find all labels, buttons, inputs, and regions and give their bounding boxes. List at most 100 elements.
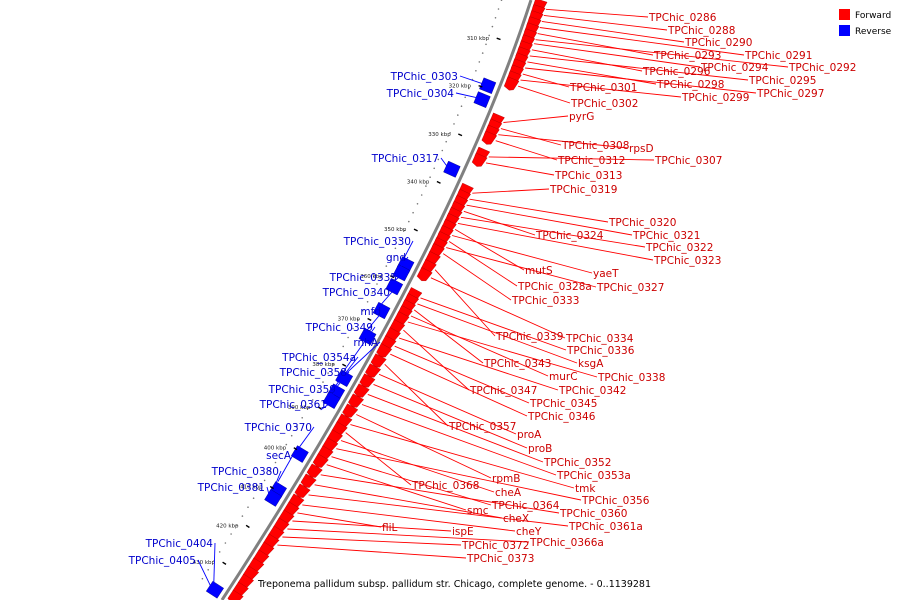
forward-gene-label[interactable]: TPChic_0353a: [556, 470, 631, 482]
forward-leader-line: [336, 448, 582, 501]
forward-gene-label[interactable]: TPChic_0302: [570, 98, 638, 110]
forward-gene-label[interactable]: TPChic_0293: [653, 50, 721, 62]
reverse-gene-label[interactable]: TPChic_0317: [371, 153, 439, 165]
forward-gene-label[interactable]: TPChic_0338: [597, 372, 665, 384]
forward-leader-line: [543, 14, 668, 31]
forward-gene-label[interactable]: pyrG: [569, 111, 594, 123]
forward-gene-label[interactable]: TPChic_0333: [511, 295, 579, 307]
forward-gene-label[interactable]: TPChic_0286: [648, 12, 717, 24]
forward-gene-label[interactable]: TPChic_0299: [681, 92, 749, 104]
forward-gene-label[interactable]: tmk: [575, 483, 596, 495]
guide-dot: [464, 96, 467, 99]
reverse-gene-label[interactable]: TPChic_0358: [279, 367, 347, 379]
forward-gene-label[interactable]: TPChic_0342: [558, 385, 626, 397]
reverse-gene-label[interactable]: TPChic_0380: [211, 466, 279, 478]
forward-gene-label[interactable]: cheY: [516, 526, 542, 538]
forward-gene-label[interactable]: ksgA: [578, 358, 604, 370]
forward-gene-label[interactable]: TPChic_0336: [566, 345, 635, 357]
forward-gene-label[interactable]: TPChic_0296: [642, 66, 711, 78]
tick-mark: [222, 561, 227, 565]
reverse-genes: [205, 77, 497, 599]
forward-gene-label[interactable]: TPChic_0368: [411, 480, 479, 492]
guide-dot: [263, 479, 266, 482]
forward-gene-label[interactable]: TPChic_0364: [491, 500, 560, 512]
forward-gene-label[interactable]: proA: [517, 429, 542, 441]
forward-gene-label[interactable]: TPChic_0356: [581, 495, 650, 507]
reverse-gene-label[interactable]: TPChic_0381: [197, 482, 265, 494]
forward-gene-label[interactable]: TPChic_0339: [495, 331, 563, 343]
forward-gene-label[interactable]: TPChic_0295: [748, 75, 816, 87]
forward-gene-label[interactable]: TPChic_0320: [608, 217, 676, 229]
reverse-gene-label[interactable]: mfd: [360, 306, 381, 318]
forward-gene-label[interactable]: TPChic_0366a: [529, 537, 604, 549]
forward-gene-label[interactable]: TPChic_0290: [684, 37, 752, 49]
reverse-gene-label[interactable]: gnd: [386, 252, 406, 264]
forward-gene-label[interactable]: TPChic_0288: [667, 25, 735, 37]
forward-gene-label[interactable]: TPChic_0357: [448, 421, 516, 433]
forward-gene-label[interactable]: TPChic_0324: [535, 230, 604, 242]
reverse-gene-label[interactable]: TPChic_0359: [268, 384, 336, 396]
forward-gene-label[interactable]: TPChic_0301: [569, 82, 637, 94]
forward-gene-label[interactable]: TPChic_0372: [461, 540, 529, 552]
forward-gene-label[interactable]: TPChic_0321: [632, 230, 700, 242]
forward-gene-label[interactable]: TPChic_0308: [561, 140, 629, 152]
reverse-gene-label[interactable]: TPChic_0340: [322, 287, 390, 299]
forward-gene-label[interactable]: proB: [528, 443, 552, 455]
forward-gene-label[interactable]: TPChic_0373: [466, 553, 534, 565]
forward-gene-label[interactable]: TPChic_0291: [744, 50, 812, 62]
forward-gene-label[interactable]: TPChic_0360: [559, 508, 627, 520]
reverse-gene-label[interactable]: TPChic_0335: [329, 272, 397, 284]
forward-gene-label[interactable]: TPChic_0312: [557, 155, 625, 167]
guide-dot: [478, 61, 481, 63]
forward-gene-label[interactable]: mutS: [525, 265, 553, 277]
reverse-gene-label[interactable]: TPChic_0303: [390, 71, 458, 83]
forward-gene-label[interactable]: fliL: [382, 522, 398, 534]
forward-gene-label[interactable]: smc: [467, 505, 489, 517]
forward-gene-label[interactable]: TPChic_0297: [756, 88, 824, 100]
forward-gene-label[interactable]: TPChic_0334: [565, 333, 634, 345]
forward-gene-label[interactable]: cheA: [495, 487, 522, 499]
forward-gene-label[interactable]: TPChic_0327: [596, 282, 664, 294]
forward-gene-label[interactable]: rpsD: [629, 143, 654, 155]
forward-gene-label[interactable]: TPChic_0294: [700, 62, 769, 74]
tick-mark: [367, 317, 372, 322]
reverse-gene-label[interactable]: TPChic_0330: [343, 236, 411, 248]
forward-gene-label[interactable]: TPChic_0347: [469, 385, 537, 397]
forward-gene-label[interactable]: TPChic_0328a: [517, 281, 592, 293]
forward-gene-label[interactable]: TPChic_0323: [653, 255, 721, 267]
reverse-gene-label[interactable]: TPChic_0354a: [281, 352, 356, 364]
reverse-leader-line: [197, 559, 212, 588]
forward-gene-label[interactable]: rpmB: [492, 473, 520, 485]
forward-gene-label[interactable]: cheX: [503, 513, 529, 525]
reverse-gene-label[interactable]: TPChic_0304: [386, 88, 455, 100]
forward-gene-label[interactable]: TPChic_0361a: [568, 521, 643, 533]
reverse-gene-label[interactable]: TPChic_0361: [259, 399, 327, 411]
forward-gene-label[interactable]: TPChic_0292: [788, 62, 856, 74]
guide-dot: [285, 443, 288, 446]
guide-dot: [441, 149, 444, 152]
forward-gene-label[interactable]: TPChic_0298: [656, 79, 724, 91]
forward-gene-label[interactable]: ispE: [452, 526, 474, 538]
forward-gene-label[interactable]: TPChic_0343: [483, 358, 551, 370]
reverse-gene-label[interactable]: TPChic_0404: [145, 538, 214, 550]
forward-gene-label[interactable]: yaeT: [593, 268, 619, 280]
reverse-gene-label[interactable]: TPChic_0370: [244, 422, 312, 434]
forward-gene-label[interactable]: TPChic_0345: [529, 398, 597, 410]
tick-mark: [389, 275, 395, 279]
forward-gene-label[interactable]: TPChic_0346: [527, 411, 596, 423]
forward-gene-label[interactable]: TPChic_0352: [543, 457, 611, 469]
forward-gene-label[interactable]: murC: [549, 371, 578, 383]
forward-gene-label[interactable]: TPChic_0313: [554, 170, 622, 182]
reverse-gene-label[interactable]: TPChic_0349: [305, 322, 373, 334]
forward-gene-label[interactable]: TPChic_0322: [645, 242, 713, 254]
forward-gene-label[interactable]: TPChic_0307: [654, 155, 722, 167]
reverse-gene-label[interactable]: secA: [266, 450, 292, 462]
forward-leader-line: [297, 512, 382, 528]
forward-gene-label[interactable]: TPChic_0319: [549, 184, 617, 196]
tick-mark: [413, 228, 418, 232]
guide-dot: [371, 292, 374, 294]
forward-leader-line: [345, 432, 412, 486]
reverse-gene-label[interactable]: rnhA: [353, 337, 378, 349]
reverse-gene-label[interactable]: TPChic_0405: [128, 555, 196, 567]
guide-dot: [453, 123, 455, 125]
